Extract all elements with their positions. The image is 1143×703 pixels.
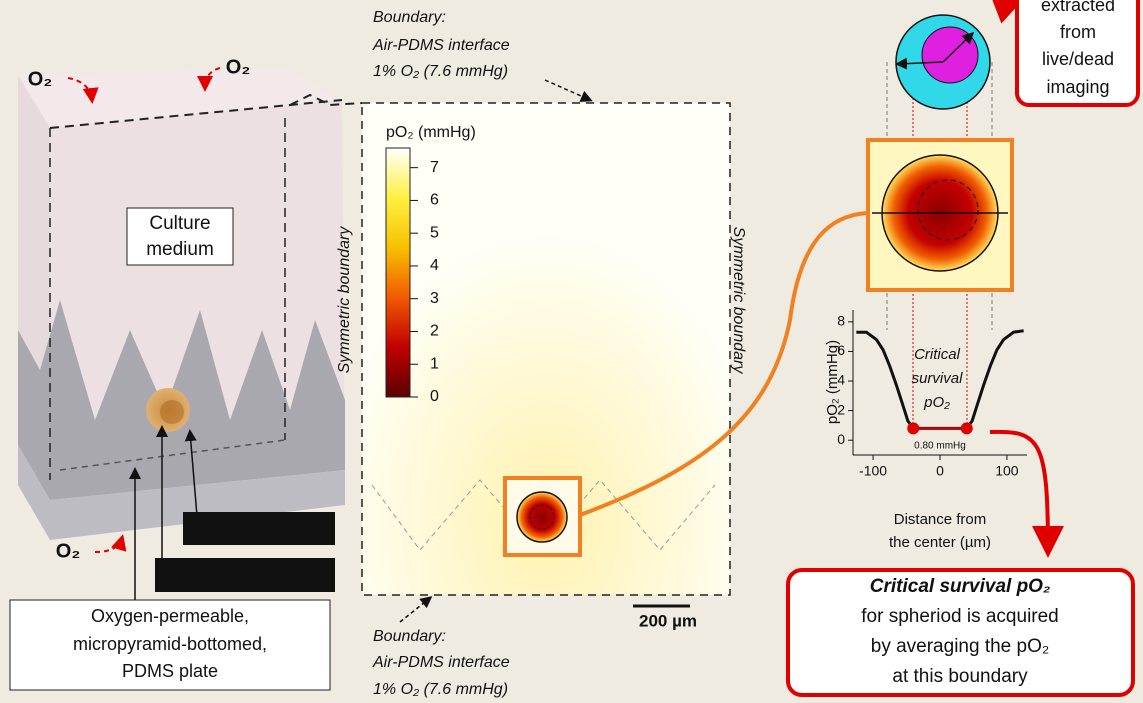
- y-tick-label: 0: [837, 431, 845, 447]
- colorbar-tick-label: 1: [430, 355, 439, 372]
- x-tick-label: 100: [995, 463, 1019, 479]
- colorbar-tick-label: 3: [430, 290, 439, 307]
- boundary-pointer: [545, 80, 590, 100]
- boundary-point: [961, 422, 973, 434]
- boundary-label: Boundary:: [373, 628, 446, 645]
- note-text: imaging: [1046, 77, 1109, 97]
- result-text: Critical survival pO₂: [870, 576, 1050, 597]
- annotation: survival: [912, 370, 964, 387]
- boundary-label: 1% O₂ (7.6 mmHg): [373, 681, 508, 698]
- boundary-label: 1% O₂ (7.6 mmHg): [373, 63, 508, 80]
- boundary-label: Boundary:: [373, 9, 446, 26]
- boundary-point: [907, 422, 919, 434]
- colorbar-tick-label: 0: [430, 388, 439, 405]
- boundary-pointer: [400, 598, 430, 622]
- note-text: live/dead: [1042, 49, 1114, 69]
- figure: 0 2 4 6 8 -100 0 100 pO₂ (mmHg) Distance from the …: [0, 0, 1143, 703]
- colorbar-tick-label: 4: [430, 257, 439, 274]
- colorbar-title: pO₂ (mmHg): [386, 124, 476, 141]
- plate-label: PDMS plate: [122, 661, 218, 681]
- medium-label: Culture: [149, 213, 210, 234]
- y-axis-label: pO₂ (mmHg): [824, 340, 841, 424]
- x-axis-label: the center (µm): [889, 534, 991, 551]
- scale-bar-label: 200 µm: [639, 611, 697, 630]
- dead-core-label: Dead core: [197, 563, 294, 585]
- x-tick-label: -100: [859, 463, 887, 479]
- level-label: 0.80 mmHg: [914, 441, 966, 452]
- medium-label: medium: [146, 239, 214, 260]
- symmetric-label: Symmetric boundary: [730, 227, 747, 375]
- x-tick-label: 0: [936, 463, 944, 479]
- culture-box: [18, 68, 345, 540]
- oxygen-label: O₂: [226, 56, 250, 78]
- spheroid-label: Spheroid: [216, 517, 303, 539]
- spheroid-map: [517, 492, 567, 542]
- symmetric-label: Symmetric boundary: [336, 226, 353, 374]
- result-arrow: [990, 432, 1048, 550]
- colorbar-tick-label: 2: [430, 323, 439, 340]
- colorbar-tick-label: 6: [430, 192, 439, 209]
- annotation: pO₂: [923, 394, 950, 411]
- plate-label: Oxygen-permeable,: [91, 606, 249, 626]
- boundary-label: Air-PDMS interface: [372, 37, 510, 54]
- result-text: at this boundary: [892, 666, 1028, 687]
- colorbar-tick-label: 5: [430, 224, 439, 241]
- colorbar-tick-label: 7: [430, 159, 439, 176]
- note-text: from: [1060, 22, 1096, 42]
- result-text: by averaging the pO₂: [871, 636, 1050, 657]
- plate-label: micropyramid-bottomed,: [73, 634, 267, 654]
- annotation: Critical: [914, 346, 961, 363]
- x-axis-label: Distance from: [894, 511, 987, 528]
- result-text: for spheriod is acquired: [861, 606, 1059, 627]
- colorbar: [386, 148, 410, 397]
- boundary-label: Air-PDMS interface: [372, 654, 510, 671]
- note-text: extracted: [1041, 0, 1115, 15]
- oxygen-label: O₂: [56, 540, 80, 562]
- y-tick-label: 8: [837, 313, 845, 329]
- oxygen-label: O₂: [28, 68, 52, 90]
